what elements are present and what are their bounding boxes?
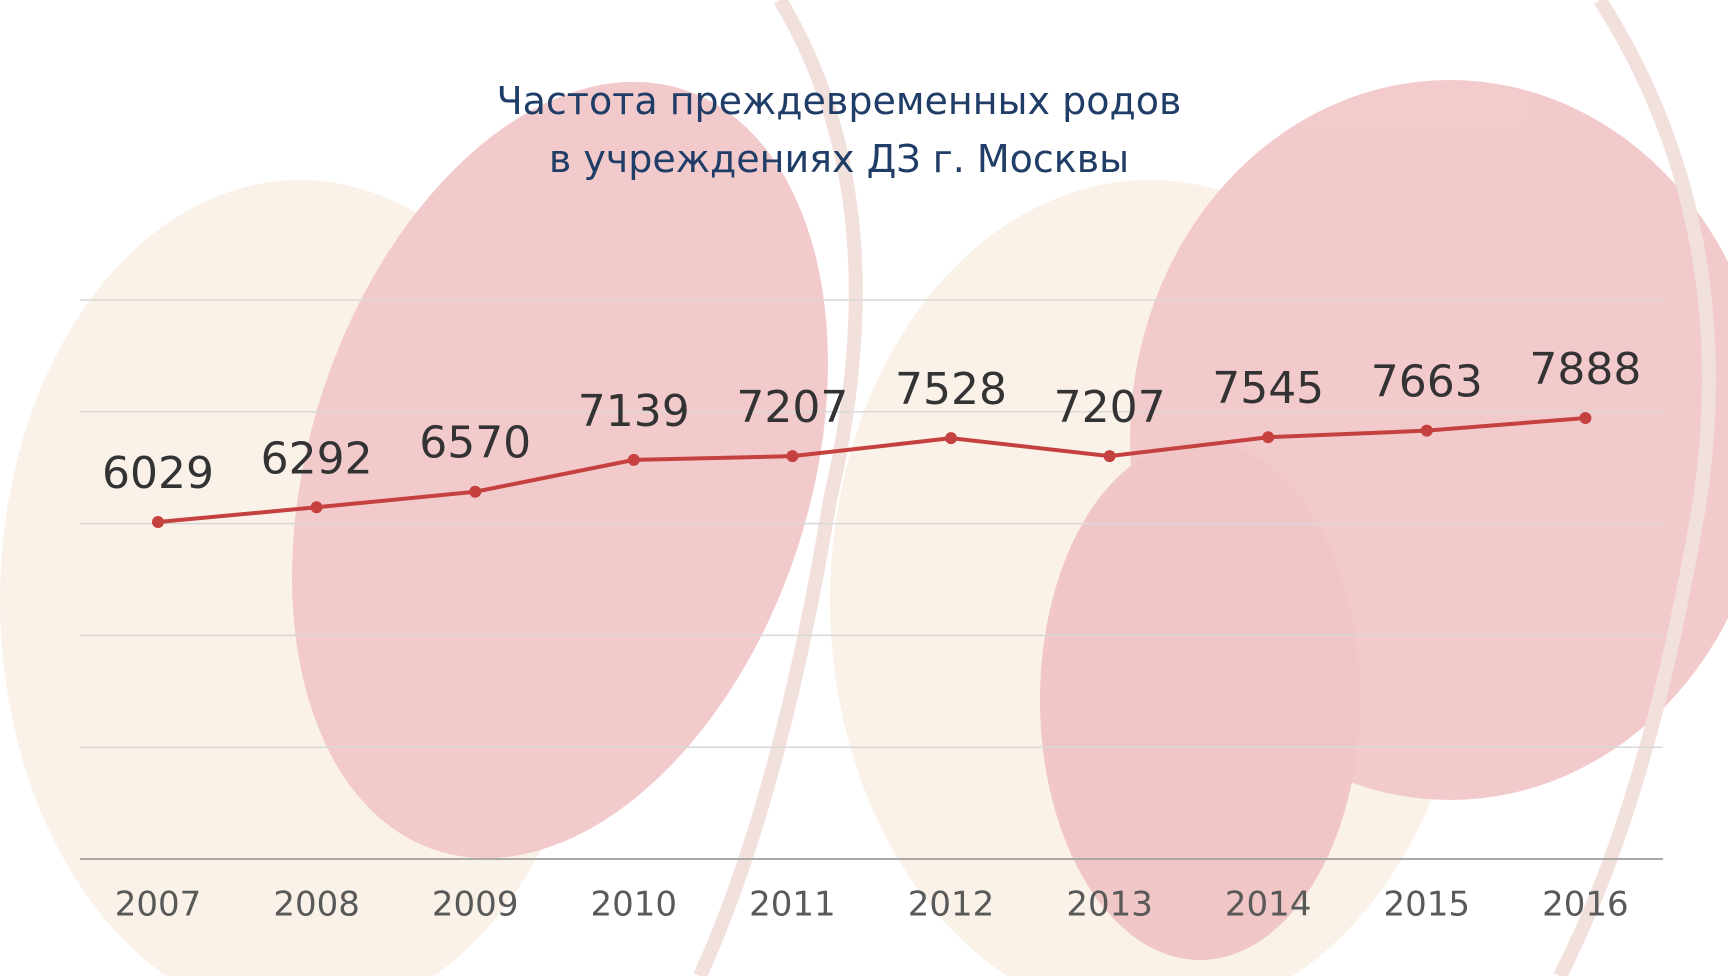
data-label: 7663 (1371, 357, 1483, 408)
data-label: 7545 (1212, 363, 1324, 414)
data-point (628, 454, 640, 466)
x-tick-label: 2013 (1066, 885, 1153, 925)
chart-title: Частота преждевременных родов в учрежден… (0, 72, 1678, 188)
data-label: 6292 (261, 433, 373, 484)
data-point (152, 516, 164, 528)
data-label: 6570 (419, 418, 531, 469)
data-point (945, 432, 957, 444)
x-tick-label: 2014 (1225, 885, 1312, 925)
x-tick-label: 2012 (908, 885, 995, 925)
data-label: 7528 (895, 364, 1007, 415)
data-point (1104, 450, 1116, 462)
data-label: 7207 (1054, 382, 1166, 433)
data-point (1421, 425, 1433, 437)
data-point (1579, 412, 1591, 424)
x-tick-label: 2010 (591, 885, 678, 925)
data-point (469, 486, 481, 498)
data-label: 7888 (1529, 344, 1641, 395)
data-label: 7139 (578, 386, 690, 437)
data-label: 6029 (102, 448, 214, 499)
x-tick-label: 2016 (1542, 885, 1629, 925)
data-point (786, 450, 798, 462)
data-label: 7207 (736, 382, 848, 433)
x-tick-label: 2011 (749, 885, 836, 925)
data-point (1262, 431, 1274, 443)
x-tick-label: 2015 (1384, 885, 1471, 925)
page: 2007 2008 2009 2010 2011 2012 2013 2014 2015 2016… (0, 0, 1728, 976)
data-point (311, 501, 323, 513)
x-tick-label: 2007 (115, 885, 202, 925)
x-tick-label: 2009 (432, 885, 519, 925)
x-tick-label: 2008 (273, 885, 360, 925)
